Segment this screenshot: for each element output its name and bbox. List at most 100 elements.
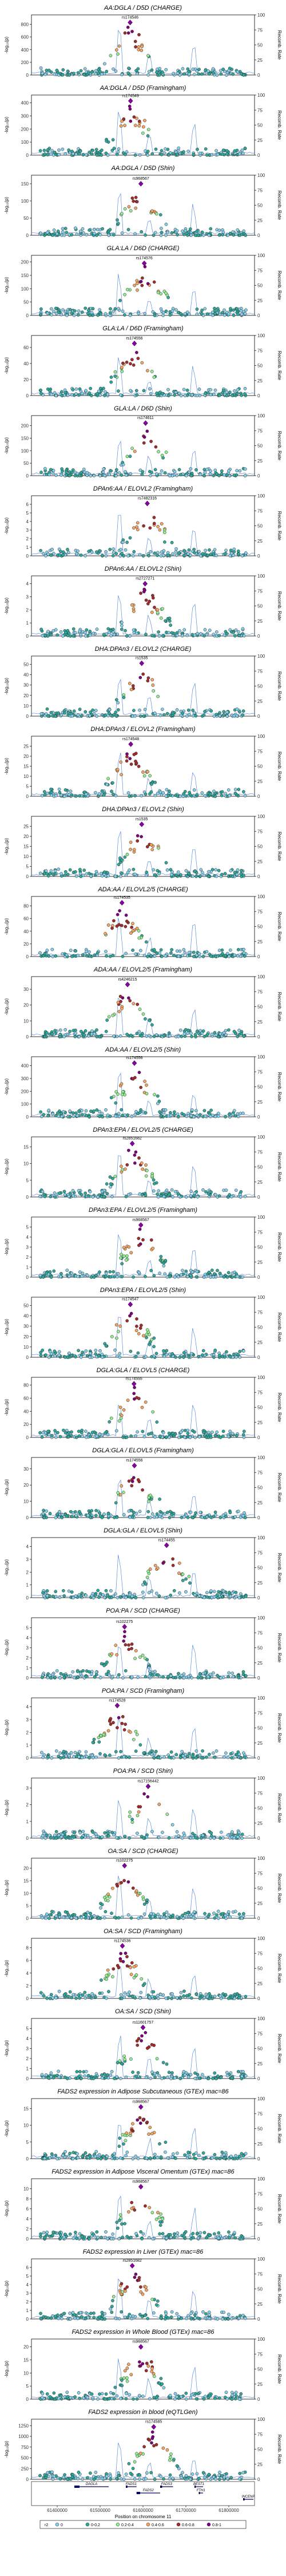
snp-point: [170, 309, 174, 313]
snp-point: [105, 954, 108, 958]
snp-point: [66, 393, 70, 397]
snp-point: [229, 1752, 233, 1756]
snp-point: [108, 712, 111, 715]
snp-point: [229, 548, 233, 552]
snp-point: [213, 1510, 217, 1514]
snp-point: [58, 1191, 62, 1195]
snp-point: [125, 1964, 129, 1968]
snp-point: [152, 521, 156, 526]
snp-point: [108, 473, 112, 476]
snp-point: [135, 72, 139, 76]
y2-tick-label: 25: [257, 1260, 263, 1265]
snp-point: [152, 1182, 156, 1186]
snp-point: [115, 1653, 119, 1657]
snp-point: [122, 696, 126, 700]
y-tick-label: 10: [23, 1018, 29, 1024]
snp-point: [162, 1264, 166, 1268]
snp-point: [122, 1728, 126, 1732]
snp-point: [114, 1090, 118, 1094]
snp-point: [216, 1269, 219, 1273]
snp-point: [59, 1275, 62, 1278]
snp-point: [236, 1112, 240, 1116]
snp-point: [104, 550, 108, 554]
snp-point: [57, 1115, 61, 1119]
snp-point: [141, 1898, 145, 1901]
snp-point: [144, 1017, 147, 1021]
snp-point: [120, 473, 124, 477]
snp-point: [130, 1115, 134, 1119]
snp-point: [134, 124, 137, 127]
snp-point: [102, 793, 106, 797]
snp-point: [115, 1336, 118, 1340]
y2-tick-label: 100: [257, 1215, 265, 1220]
snp-point: [129, 1251, 133, 1255]
snp-point: [161, 1831, 164, 1834]
y-tick-label: 3: [26, 1245, 29, 1250]
y-tick-label: 10: [23, 774, 29, 779]
snp-point: [78, 1270, 82, 1274]
snp-point: [85, 471, 89, 475]
snp-point: [84, 1916, 88, 1920]
snp-point: [50, 947, 54, 951]
snp-point: [203, 1912, 206, 1915]
snp-point: [98, 1752, 102, 1756]
snp-point: [135, 200, 139, 204]
snp-point: [206, 875, 210, 878]
snp-point: [133, 1657, 137, 1660]
snp-point: [227, 1271, 231, 1275]
snp-point: [136, 521, 140, 525]
y2-tick-label: 100: [257, 1936, 265, 1941]
y-tick-label: 400: [21, 1064, 29, 1069]
snp-point: [184, 1271, 188, 1275]
snp-point: [152, 1345, 156, 1349]
y2-tick-label: 75: [257, 829, 263, 834]
snp-point: [120, 73, 124, 77]
snp-point: [108, 1175, 112, 1179]
snp-point: [102, 1664, 106, 1668]
snp-point: [95, 1028, 98, 1032]
snp-point: [66, 1435, 70, 1439]
snp-point: [114, 1323, 118, 1327]
snp-point: [59, 1672, 63, 1676]
snp-point: [68, 1115, 72, 1119]
snp-point: [153, 1093, 156, 1097]
snp-point: [140, 835, 143, 839]
snp-point: [198, 1997, 202, 2000]
snp-point: [41, 1834, 45, 1838]
panel-title: AA:DGLA / D5D (Shin): [111, 165, 175, 172]
snp-point: [162, 1033, 166, 1037]
snp-point: [93, 227, 96, 231]
snp-point: [137, 311, 141, 315]
snp-point: [216, 307, 220, 311]
snp-point: [140, 472, 144, 476]
snp-point: [69, 1674, 73, 1678]
y2-axis-label: Recomb. Rate: [277, 1874, 282, 1903]
snp-point: [118, 299, 122, 302]
snp-point: [81, 1830, 85, 1834]
snp-point: [139, 1085, 143, 1089]
snp-point: [160, 708, 164, 711]
snp-point: [120, 1108, 124, 1112]
snp-point: [212, 633, 216, 637]
snp-point: [161, 1561, 165, 1565]
snp-point: [202, 874, 206, 878]
snp-point: [224, 1033, 228, 1037]
snp-point: [70, 1430, 73, 1434]
snp-point: [233, 1515, 237, 1519]
snp-point: [139, 279, 143, 283]
snp-point: [181, 67, 185, 70]
y-tick-label: 20: [23, 1003, 29, 1008]
lead-snp-label: rs2727271: [136, 577, 154, 581]
snp-point: [109, 1182, 113, 1186]
y-tick-label: 0: [26, 1435, 29, 1440]
snp-point: [218, 711, 221, 715]
y2-tick-label: 75: [257, 508, 263, 513]
snp-point: [177, 1834, 180, 1838]
y-tick-label: 30: [23, 1467, 29, 1472]
snp-point: [130, 603, 134, 607]
snp-point: [199, 554, 202, 558]
snp-point: [179, 1990, 183, 1994]
y-tick-label: 4: [26, 582, 29, 587]
snp-point: [68, 868, 72, 872]
y-tick-label: 0: [26, 954, 29, 959]
